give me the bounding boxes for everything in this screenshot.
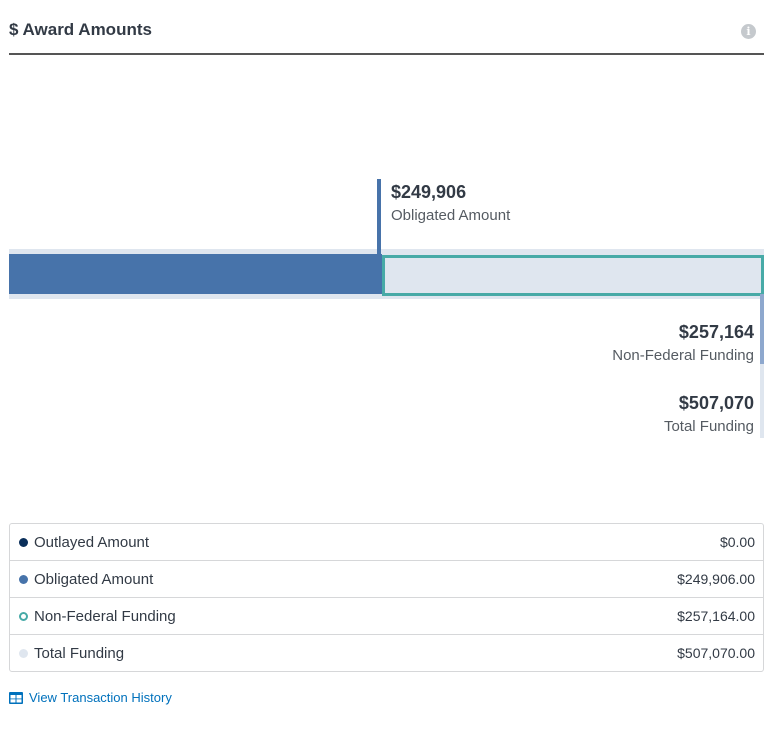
- total-marker-line: [760, 364, 764, 438]
- non-federal-funding-label: $257,164 Non-Federal Funding: [612, 322, 754, 364]
- legend-row-obligated: Obligated Amount $249,906.00: [10, 560, 763, 597]
- total-funding-label: $507,070 Total Funding: [664, 393, 754, 435]
- obligated-amount-text: Obligated Amount: [391, 207, 511, 224]
- table-icon: [9, 691, 23, 704]
- legend-row-total: Total Funding $507,070.00: [10, 634, 763, 671]
- outlayed-dot-icon: [19, 537, 28, 547]
- legend-value: $257,164.00: [677, 608, 755, 624]
- legend-label: Outlayed Amount: [34, 533, 150, 551]
- legend-row-outlayed: Outlayed Amount $0.00: [10, 524, 763, 560]
- legend-row-non-federal: Non-Federal Funding $257,164.00: [10, 597, 763, 634]
- obligated-marker-line: [377, 179, 381, 255]
- obligated-amount-value: $249,906: [391, 182, 467, 202]
- non-federal-funding-value: $257,164: [678, 322, 754, 342]
- legend-label: Total Funding: [34, 644, 125, 662]
- non-federal-funding-text: Non-Federal Funding: [612, 347, 754, 364]
- legend-table: Outlayed Amount $0.00 Obligated Amount $…: [9, 523, 764, 672]
- section-header: $ Award Amounts i: [9, 0, 764, 55]
- non-federal-funding-bar[interactable]: [382, 255, 764, 296]
- non-federal-dot-icon: [19, 611, 28, 621]
- obligated-dot-icon: [19, 574, 28, 584]
- obligated-amount-bar[interactable]: [9, 254, 382, 294]
- info-icon[interactable]: i: [741, 24, 756, 39]
- legend-value: $0.00: [719, 534, 755, 550]
- non-federal-marker-line: [760, 294, 764, 364]
- total-dot-icon: [19, 648, 28, 658]
- total-funding-text: Total Funding: [663, 418, 754, 435]
- legend-label: Obligated Amount: [34, 570, 154, 588]
- obligated-amount-label: $249,906 Obligated Amount: [391, 182, 510, 224]
- page-title: $ Award Amounts: [9, 20, 152, 39]
- view-transaction-history-label: View Transaction History: [29, 690, 172, 705]
- legend-value: $507,070.00: [677, 645, 755, 661]
- total-funding-value: $507,070: [678, 393, 754, 413]
- legend-value: $249,906.00: [677, 571, 755, 587]
- award-amounts-chart: $249,906 Obligated Amount $257,164 Non-F…: [9, 179, 764, 438]
- view-transaction-history-link[interactable]: View Transaction History: [9, 690, 172, 705]
- legend-label: Non-Federal Funding: [34, 607, 176, 625]
